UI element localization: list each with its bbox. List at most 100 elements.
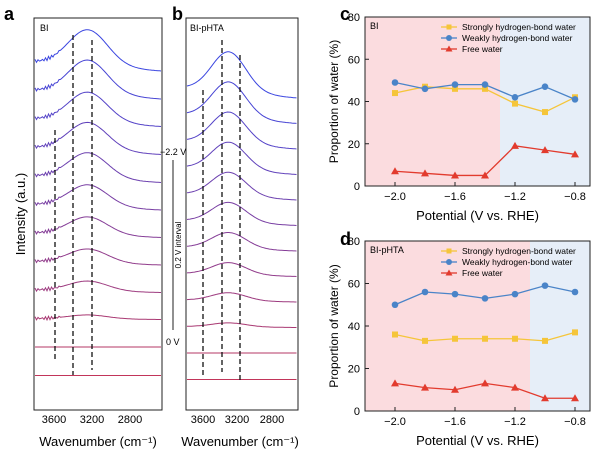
panel-c-point-3 — [481, 171, 489, 179]
panel-c-point-2 — [391, 79, 399, 86]
panel-d-chart: 0 20 40 60 80 −2.0 −1.6 −1.2 −0.8 Potential (V vs… — [327, 236, 591, 448]
potential-top-label: −2.2 V — [160, 147, 186, 157]
panel-d-point-2 — [541, 282, 549, 289]
panel-a-spectrum-5 — [34, 152, 162, 183]
panel-c-point-1 — [482, 85, 488, 92]
panel-c-label: BI — [370, 21, 379, 31]
panel-d-label: BI-pHTA — [370, 245, 404, 255]
panel-c-legend-label-2: Weakly hydrogen-bond water — [462, 33, 573, 43]
panel-d-xtick-label: −1.6 — [444, 416, 466, 428]
panel-d-shade-pink — [365, 241, 530, 411]
panel-a-spectra — [34, 29, 162, 376]
potential-interval-label: 0.2 V interval — [174, 221, 183, 268]
panel-a-spectrum-1 — [34, 29, 162, 72]
panel-b-spectrum-8 — [186, 262, 297, 277]
panel-a-spectrum-6 — [34, 184, 162, 211]
panel-b-spectra — [186, 40, 297, 380]
panel-c-point-2 — [451, 81, 459, 88]
panel-a-xtick-3200: 3200 — [80, 414, 104, 426]
panel-d-point-3 — [571, 394, 579, 402]
panel-d-xtick-label: −0.8 — [564, 416, 586, 428]
panel-d-legend-label-2: Weakly hydrogen-bond water — [462, 257, 573, 267]
panel-d-point-1 — [452, 335, 458, 342]
panel-d-point-2 — [421, 288, 429, 296]
panel-c-point-2 — [541, 83, 549, 91]
panel-b-spectrum-10 — [187, 322, 297, 328]
panel-b-spectrum-7 — [186, 232, 297, 252]
panel-d-legend-marker-1 — [446, 248, 452, 254]
panel-d-shade-blue — [530, 241, 590, 411]
panel-c-point-1 — [542, 109, 548, 116]
panel-a-spectrum-9 — [34, 280, 161, 293]
panel-d-ytick-label: 60 — [348, 279, 360, 291]
panel-b-xtick-3600: 3600 — [191, 414, 215, 426]
panel-d-legend-marker-2 — [446, 259, 452, 265]
panel-d-point-3 — [511, 383, 519, 391]
panel-d-legend-label-1: Strongly hydrogen-bond water — [462, 246, 576, 256]
panel-c-shade-pink — [365, 17, 500, 186]
panel-d-ytick-label: 40 — [348, 321, 360, 333]
panel-c-legend-label-3: Free water — [462, 44, 503, 54]
panel-c-xtick-label: −2.0 — [384, 191, 406, 203]
panel-c-point-3 — [451, 171, 459, 179]
panel-c-ylabel: Proportion of water (%) — [327, 40, 341, 163]
panel-d-point-3 — [421, 383, 429, 391]
panel-c-legend-marker-2 — [446, 35, 452, 41]
panel-a-label: BI — [40, 23, 49, 33]
panel-c-point-1 — [512, 100, 518, 107]
potential-bottom-label: 0 V — [166, 337, 180, 347]
panel-c-point-3 — [511, 141, 519, 149]
panel-b-xlabel: Wavenumber (cm⁻¹) — [181, 434, 299, 449]
panel-c-point-2 — [421, 85, 429, 93]
panel-c-ytick-label: 40 — [348, 97, 360, 109]
panel-c-point-3 — [421, 169, 429, 177]
panel-d-point-3 — [391, 379, 399, 387]
panel-c-legend-marker-1 — [446, 24, 452, 30]
panel-a-xlabel: Wavenumber (cm⁻¹) — [39, 434, 157, 449]
panel-d-point-1 — [482, 335, 488, 342]
panel-c-ytick-label: 60 — [348, 54, 360, 66]
panel-c-point-1 — [392, 90, 398, 97]
panel-letter-a: a — [4, 4, 15, 24]
panel-a-xtick-3600: 3600 — [42, 414, 66, 426]
panel-d-xtick-label: −1.2 — [504, 416, 526, 428]
panel-c-xtick-label: −1.6 — [444, 191, 466, 203]
panel-c-point-2 — [571, 96, 579, 103]
panel-c-legend-marker-3 — [445, 45, 453, 52]
panel-c-ytick-label: 80 — [348, 12, 360, 24]
panel-b: BI-pHTA 3600 3200 2800 Wavenumber (cm⁻¹)… — [160, 17, 299, 449]
panel-c-point-1 — [452, 85, 458, 92]
panel-b-spectrum-2 — [186, 81, 297, 124]
panel-a-spectrum-10 — [34, 314, 161, 322]
panel-a-spectrum-4 — [34, 121, 162, 155]
panel-d-legend-marker-3 — [445, 269, 453, 276]
panel-b-spectrum-6 — [186, 201, 297, 226]
panel-d-legend-label-3: Free water — [462, 268, 503, 278]
panel-d-point-2 — [511, 290, 519, 298]
panel-b-frame — [185, 17, 299, 411]
panel-d-point-2 — [481, 295, 489, 302]
panel-c-legend-label-1: Strongly hydrogen-bond water — [462, 22, 576, 32]
panel-d-ytick-label: 80 — [348, 236, 360, 248]
panel-b-label: BI-pHTA — [190, 23, 224, 33]
panel-d-xtick-label: −2.0 — [384, 416, 406, 428]
panel-c-point-2 — [481, 81, 489, 88]
panel-c-xtick-label: −1.2 — [504, 191, 526, 203]
panel-d-ytick-label: 20 — [348, 364, 360, 376]
panel-d-point-1 — [422, 337, 428, 344]
panel-d-point-2 — [451, 290, 459, 298]
panel-d-point-1 — [512, 335, 518, 342]
panel-d-point-1 — [392, 331, 398, 338]
panel-d-point-3 — [451, 385, 459, 393]
panel-c-point-3 — [541, 146, 549, 154]
panel-d-point-2 — [391, 301, 399, 309]
panel-a-ylabel: Intensity (a.u.) — [13, 173, 28, 255]
panel-b-spectrum-3 — [186, 111, 297, 150]
panel-d-point-1 — [542, 337, 548, 344]
panel-d-xlabel: Potential (V vs. RHE) — [416, 433, 539, 448]
panel-a: BI 3600 3200 2800 Wavenumber (cm⁻¹) Inte… — [13, 17, 163, 449]
panel-b-spectrum-9 — [186, 292, 297, 303]
panel-b-spectrum-5 — [186, 171, 297, 201]
panel-a-frame — [33, 17, 163, 411]
